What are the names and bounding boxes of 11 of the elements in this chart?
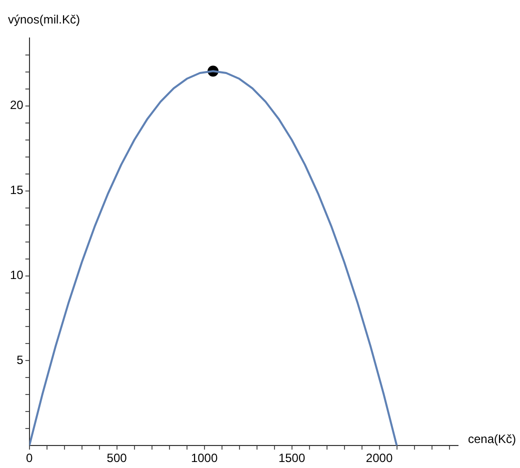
y-tick-label: 10 [10,268,24,282]
x-tick-label: 2000 [366,451,393,466]
y-tick-label: 5 [16,352,24,367]
y-tick-label: 15 [10,183,24,198]
x-tick-label: 1000 [190,451,218,466]
x-tick-label: 500 [106,451,128,466]
x-axis-title: cena(Kč) [468,432,516,446]
x-tick-label: 1500 [278,451,306,466]
y-tick-label: 20 [10,98,24,112]
x-tick-label: 0 [26,451,34,466]
y-axis-title: výnos(mil.Kč) [8,12,80,26]
